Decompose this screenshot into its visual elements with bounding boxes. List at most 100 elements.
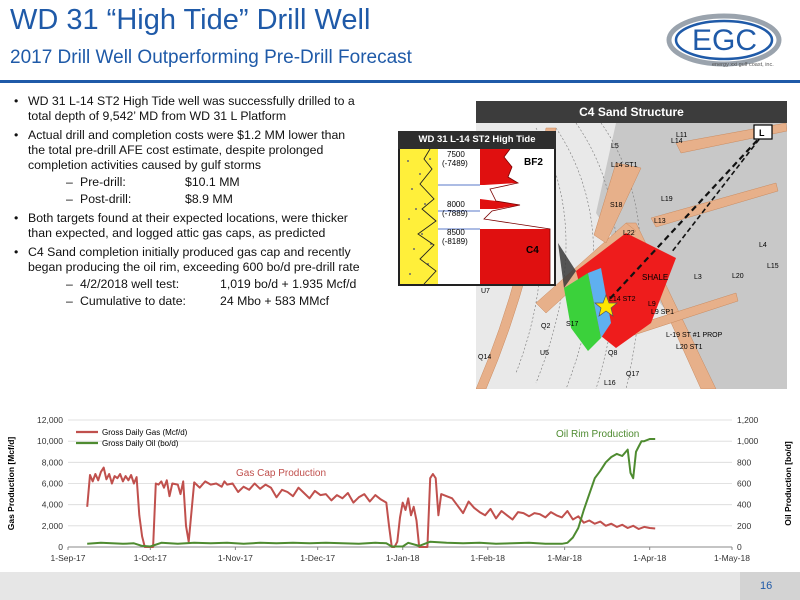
bullet-item: • WD 31 L-14 ST2 High Tide well was succ…: [12, 94, 397, 124]
log-resistivity-mid: [480, 199, 520, 209]
gas-cap-annotation: Gas Cap Production: [236, 468, 326, 479]
oil-series-line: [87, 438, 656, 548]
map-well-label: Q8: [608, 350, 617, 357]
page-subtitle: 2017 Drill Well Outperforming Pre-Drill …: [10, 47, 412, 68]
y-right-tick-label: 800: [737, 457, 751, 467]
logo-text: EGC: [692, 24, 757, 57]
map-c4-green-zone: [564, 273, 601, 351]
map-well-label: SHALE: [642, 273, 668, 282]
log-depth-label: 8000: [447, 200, 465, 209]
chart-series: [86, 438, 656, 548]
gas-series-line: [86, 466, 656, 548]
y-right-tick-label: 200: [737, 521, 751, 531]
log-bf2-label: BF2: [524, 157, 543, 168]
y-left-tick-label: 6,000: [42, 479, 64, 489]
bullet-line: C4 Sand completion initially produced ga…: [28, 245, 351, 259]
map-well-label: L19: [661, 196, 673, 203]
production-label: Cumulative to date:: [80, 294, 186, 308]
bullet-dot: •: [14, 128, 19, 142]
bullet-item: • C4 Sand completion initially produced …: [12, 245, 397, 309]
map-callout-wedge: [558, 243, 576, 288]
map-platform: [753, 124, 773, 140]
production-chart: 0 2,000 4,000 6,000 8,000 10,000 12,000 0 200 400…: [6, 415, 793, 563]
bullet-line: the total pre-drill AFE cost estimate, d…: [28, 143, 324, 157]
egc-logo: EGC: [666, 13, 782, 67]
production-label: 4/2/2018 well test:: [80, 277, 180, 291]
cost-label: Post-drill:: [80, 192, 132, 206]
map-well-label: L20 ST1: [676, 344, 703, 351]
y-right-tick-label: 0: [737, 542, 742, 552]
map-well-label: L9 SP1: [651, 309, 674, 316]
legend-label: Gross Daily Gas (Mcf/d): [102, 428, 188, 437]
map-well-label: L3: [694, 274, 702, 281]
dash-marker: –: [66, 192, 73, 206]
map-well-label: U7: [481, 288, 490, 295]
logo-swoosh-inner: [674, 19, 774, 61]
log-depth-label: (-7889): [442, 209, 468, 218]
log-resistivity-c4: [480, 229, 550, 284]
y-right-tick-label: 600: [737, 479, 751, 489]
map-well-label: Q2: [541, 323, 550, 330]
production-item: – 4/2/2018 well test: 1,019 bo/d + 1.935 …: [28, 277, 397, 292]
bullet-line: WD 31 L-14 ST2 High Tide well was succes…: [28, 94, 355, 108]
map-well-label: L-19 ST #1 PROP: [666, 332, 723, 339]
map-well-label: U5: [540, 350, 549, 357]
x-tick-label: 1-Dec-17: [300, 553, 335, 563]
map-well-label: L14 ST2: [609, 296, 636, 303]
log-depth-label: 8500: [447, 228, 465, 237]
bullet-line: Actual drill and completion costs were $…: [28, 128, 346, 142]
bullet-line: than expected, and logged attic gas caps…: [28, 226, 326, 240]
map-well-labels: L14 ST2 L14 L13 L19 L22 L4 L15 L3 L20 L9…: [478, 132, 779, 387]
map-platform-label: L: [759, 128, 765, 138]
cost-item: – Pre-drill: $10.1 MM: [28, 175, 397, 190]
log-depth-labels: 7500 (-7489) 8000 (-7889) 8500 (-8189): [442, 150, 468, 246]
cost-value: $8.9 MM: [185, 192, 233, 206]
log-depth-track: [438, 149, 480, 284]
footer-bar: [0, 572, 800, 600]
map-well-label: S18: [610, 202, 623, 209]
log-resistivity-curve: [483, 149, 551, 284]
map-well-label: L22: [623, 230, 635, 237]
y-right-tick-label: 1,200: [737, 415, 759, 425]
cost-item: – Post-drill: $8.9 MM: [28, 192, 397, 207]
y-right-axis-title: Oil Production [bo/d]: [783, 441, 793, 526]
map-well-label: L13: [654, 218, 666, 225]
map-well-label: S17: [566, 321, 579, 328]
y-left-tick-label: 0: [58, 542, 63, 552]
y-left-axis-title: Gas Production [Mcf/d]: [6, 437, 16, 531]
legend-label: Gross Daily Oil (bo/d): [102, 439, 179, 448]
bullet-line: began producing the oil rim, exceeding 6…: [28, 260, 360, 274]
map-fault-block: [596, 123, 787, 389]
chart-labels: 0 2,000 4,000 6,000 8,000 10,000 12,000 0 200 400…: [6, 415, 793, 563]
dash-marker: –: [66, 175, 73, 189]
x-tick-label: 1-May-18: [714, 553, 750, 563]
bullet-line: total depth of 9,542’ MD from WD 31 L Pl…: [28, 109, 287, 123]
cost-label: Pre-drill:: [80, 175, 126, 189]
map-well-label: L11: [676, 132, 687, 139]
x-tick-label: 1-Mar-18: [547, 553, 582, 563]
log-gamma-track: [400, 149, 438, 284]
map-well-label: L20: [732, 273, 744, 280]
y-left-tick-label: 12,000: [37, 415, 63, 425]
logo-swoosh-outer: [666, 13, 782, 67]
log-c4-label: C4: [526, 245, 539, 256]
dash-marker: –: [66, 277, 73, 291]
production-value: 24 Mbo + 583 MMcf: [220, 294, 330, 308]
y-right-tick-label: 1,000: [737, 436, 759, 446]
map-well-label: L5: [611, 143, 619, 150]
map-star-icon: [594, 294, 618, 317]
log-depth-label: 7500: [447, 150, 465, 159]
well-log-title: WD 31 L-14 ST2 High Tide: [398, 131, 556, 149]
map-well-label: L14: [671, 138, 683, 145]
production-value: 1,019 bo/d + 1.935 Mcf/d: [220, 277, 357, 291]
log-depth-label: (-7489): [442, 159, 468, 168]
dash-marker: –: [66, 294, 73, 308]
x-tick-label: 1-Nov-17: [218, 553, 253, 563]
structure-map-title: C4 Sand Structure: [476, 101, 787, 123]
map-well-path: [605, 132, 765, 304]
map-well-label: Q17: [626, 371, 639, 378]
y-left-tick-label: 10,000: [37, 436, 63, 446]
production-item: – Cumulative to date: 24 Mbo + 583 MMcf: [28, 294, 397, 309]
y-right-tick-label: 400: [737, 500, 751, 510]
title-divider: [0, 80, 800, 83]
